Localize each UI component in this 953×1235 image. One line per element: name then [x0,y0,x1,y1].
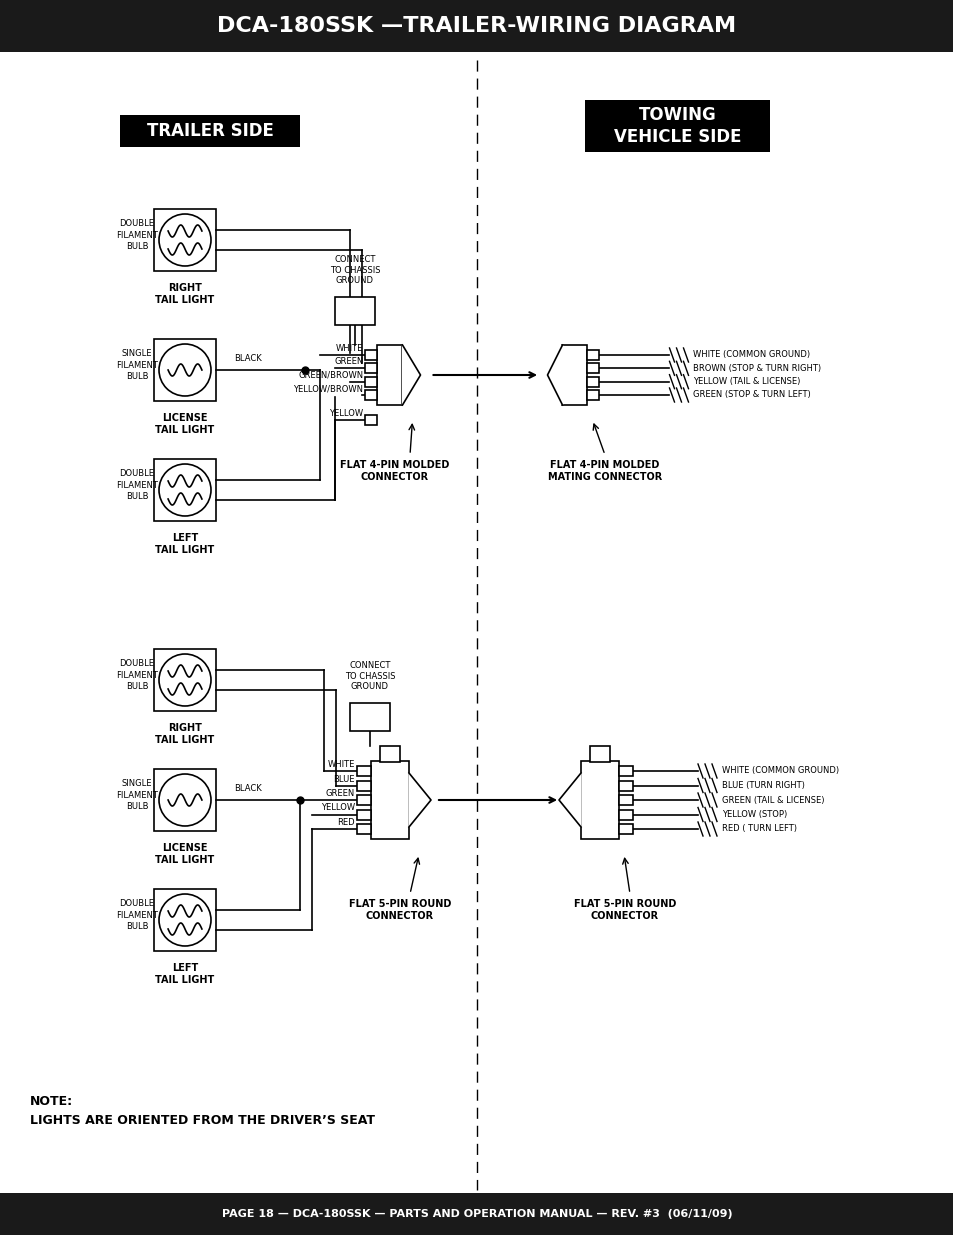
Circle shape [159,464,211,516]
Polygon shape [409,773,431,827]
Text: GREEN/BROWN: GREEN/BROWN [298,370,363,379]
Text: DOUBLE
FILAMENT
BULB: DOUBLE FILAMENT BULB [116,220,158,251]
Text: CONNECT
TO CHASSIS
GROUND: CONNECT TO CHASSIS GROUND [344,661,395,692]
Text: GREEN: GREEN [334,357,363,367]
Bar [365,363,377,373]
Text: DOUBLE
FILAMENT
BULB: DOUBLE FILAMENT BULB [116,469,158,500]
Bar [618,824,633,834]
Bar [153,889,215,951]
Bar [618,766,633,776]
Text: FLAT 4-PIN MOLDED
MATING CONNECTOR: FLAT 4-PIN MOLDED MATING CONNECTOR [547,459,661,483]
Text: WHITE: WHITE [327,760,355,769]
Circle shape [159,345,211,396]
Bar [589,746,609,762]
Bar [356,781,371,790]
Bar [371,761,409,839]
Text: RED ( TURN LEFT): RED ( TURN LEFT) [721,825,796,834]
Bar [587,363,598,373]
Bar [618,781,633,790]
Bar [377,345,402,405]
Text: GREEN (TAIL & LICENSE): GREEN (TAIL & LICENSE) [721,795,823,804]
Bar [587,390,598,400]
Text: BLUE: BLUE [334,774,355,783]
Bar [350,703,390,731]
Polygon shape [402,345,420,405]
Text: BLACK: BLACK [233,784,261,793]
Text: BROWN (STOP & TURN RIGHT): BROWN (STOP & TURN RIGHT) [693,364,821,373]
Polygon shape [547,345,562,405]
Text: YELLOW: YELLOW [320,804,355,813]
Text: GREEN: GREEN [325,789,355,798]
Bar [618,809,633,820]
Text: FLAT 5-PIN ROUND
CONNECTOR: FLAT 5-PIN ROUND CONNECTOR [573,899,676,921]
Bar [153,459,215,521]
Text: DOUBLE
FILAMENT
BULB: DOUBLE FILAMENT BULB [116,659,158,690]
Text: GREEN (STOP & TURN LEFT): GREEN (STOP & TURN LEFT) [693,390,810,399]
Bar [379,746,399,762]
Bar [153,209,215,270]
Text: TRAILER SIDE: TRAILER SIDE [147,122,274,140]
Text: YELLOW (TAIL & LICENSE): YELLOW (TAIL & LICENSE) [693,377,800,387]
Bar [587,350,598,359]
Bar [562,345,587,405]
Bar [356,809,371,820]
Text: YELLOW: YELLOW [329,409,363,417]
Text: DOUBLE
FILAMENT
BULB: DOUBLE FILAMENT BULB [116,899,158,931]
Bar [356,824,371,834]
Circle shape [159,774,211,826]
Text: TOWING
VEHICLE SIDE: TOWING VEHICLE SIDE [613,106,740,146]
Text: CONNECT
TO CHASSIS
GROUND: CONNECT TO CHASSIS GROUND [330,256,380,285]
Text: NOTE:
LIGHTS ARE ORIENTED FROM THE DRIVER’S SEAT: NOTE: LIGHTS ARE ORIENTED FROM THE DRIVE… [30,1095,375,1128]
Text: SINGLE
FILAMENT
BULB: SINGLE FILAMENT BULB [116,779,158,810]
Bar [580,761,618,839]
Bar [618,795,633,805]
Text: LEFT
TAIL LIGHT: LEFT TAIL LIGHT [155,963,214,984]
Bar [356,766,371,776]
Text: YELLOW (STOP): YELLOW (STOP) [721,810,786,819]
Text: BLUE (TURN RIGHT): BLUE (TURN RIGHT) [721,781,804,790]
Text: SINGLE
FILAMENT
BULB: SINGLE FILAMENT BULB [116,350,158,380]
Text: WHITE: WHITE [335,345,363,353]
Text: DCA-180SSK —TRAILER-WIRING DIAGRAM: DCA-180SSK —TRAILER-WIRING DIAGRAM [217,16,736,36]
Text: RIGHT
TAIL LIGHT: RIGHT TAIL LIGHT [155,722,214,745]
Bar [0,0,953,52]
Text: LEFT
TAIL LIGHT: LEFT TAIL LIGHT [155,534,214,555]
Bar [365,390,377,400]
Text: BLACK: BLACK [233,354,261,363]
Text: WHITE (COMMON GROUND): WHITE (COMMON GROUND) [721,767,839,776]
Text: RED: RED [337,818,355,827]
Text: PAGE 18 — DCA-180SSK — PARTS AND OPERATION MANUAL — REV. #3  (06/11/09): PAGE 18 — DCA-180SSK — PARTS AND OPERATI… [221,1209,732,1219]
Bar [584,100,769,152]
Circle shape [159,214,211,266]
Circle shape [159,655,211,706]
Text: FLAT 4-PIN MOLDED
CONNECTOR: FLAT 4-PIN MOLDED CONNECTOR [340,459,449,483]
Bar [0,1193,953,1235]
Bar [153,650,215,711]
Text: LICENSE
TAIL LIGHT: LICENSE TAIL LIGHT [155,844,214,864]
Text: RIGHT
TAIL LIGHT: RIGHT TAIL LIGHT [155,283,214,305]
Bar [153,769,215,831]
Bar [335,296,375,325]
Text: LICENSE
TAIL LIGHT: LICENSE TAIL LIGHT [155,412,214,435]
Text: WHITE (COMMON GROUND): WHITE (COMMON GROUND) [693,351,810,359]
Bar [587,377,598,387]
Text: YELLOW/BROWN: YELLOW/BROWN [294,384,363,393]
Text: FLAT 5-PIN ROUND
CONNECTOR: FLAT 5-PIN ROUND CONNECTOR [349,899,451,921]
Bar [120,115,299,147]
Polygon shape [558,773,580,827]
Bar [365,415,377,425]
Bar [356,795,371,805]
Bar [365,377,377,387]
Bar [153,338,215,401]
Circle shape [159,894,211,946]
Bar [365,350,377,359]
